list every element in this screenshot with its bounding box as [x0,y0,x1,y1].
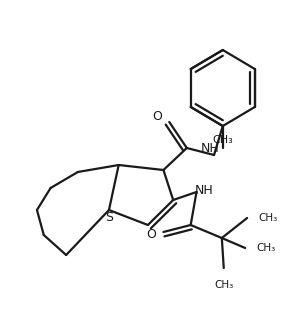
Text: CH₃: CH₃ [214,280,234,290]
Text: NH: NH [201,141,219,155]
Text: CH₃: CH₃ [212,135,233,145]
Text: NH: NH [195,184,214,196]
Text: CH₃: CH₃ [259,213,278,223]
Text: O: O [153,109,162,122]
Text: S: S [105,211,113,223]
Text: O: O [146,228,156,241]
Text: CH₃: CH₃ [257,243,276,253]
